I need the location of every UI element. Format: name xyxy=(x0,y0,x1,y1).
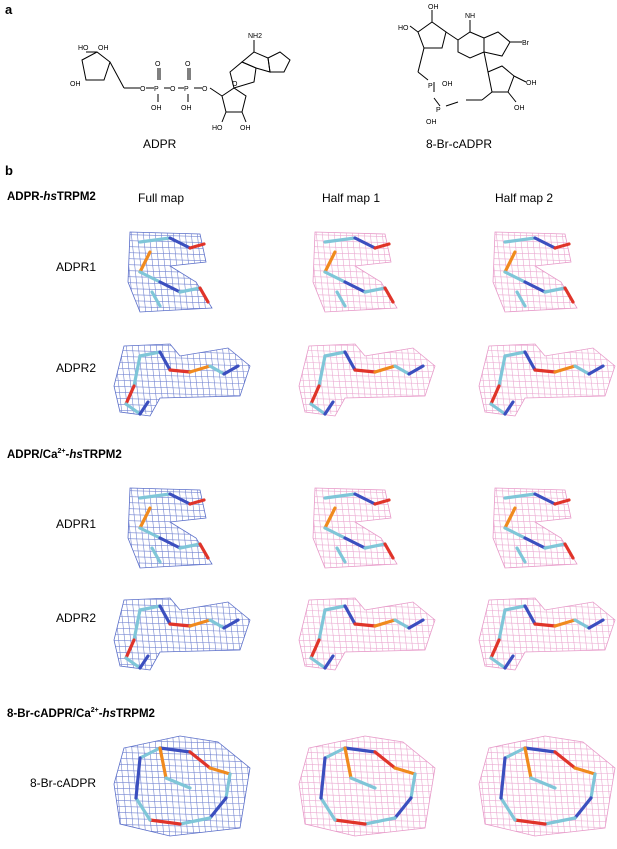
group-title-adpr-ca-hstrpm2: ADPR/Ca2+-hsTRPM2 xyxy=(7,448,122,461)
oh-label-4: OH xyxy=(181,105,192,112)
density-map-half-map-2-row-2 xyxy=(478,343,616,417)
panel-a-label: a xyxy=(5,2,13,17)
br-label: Br xyxy=(522,40,530,47)
panel-b-label: b xyxy=(5,163,13,178)
group-title-8-br-cadpr-ca-hstrpm2: 8-Br-cADPR/Ca2+-hsTRPM2 xyxy=(7,707,155,720)
adpr-name: ADPR xyxy=(143,137,177,151)
o-label-2: O xyxy=(155,61,161,68)
ho-label-2: HO xyxy=(212,125,223,132)
oh-label-5: OH xyxy=(240,125,251,132)
column-header-half-map-2: Half map 2 xyxy=(495,191,554,205)
density-map-half-map-1-row-3 xyxy=(312,487,398,569)
density-map-full-map-row-2 xyxy=(113,343,251,417)
oh-label-10: OH xyxy=(426,119,437,126)
o-label-3: O xyxy=(170,86,176,93)
density-map-half-map-1-row-1 xyxy=(312,231,398,313)
p-label-3: P xyxy=(428,83,433,90)
p-label: P xyxy=(154,86,159,93)
adpr-structure: HO OH OH O P O OH O P O OH O O HO OH NH2 xyxy=(70,33,291,132)
density-map-full-map-row-1 xyxy=(127,231,213,313)
density-map-half-map-2-row-3 xyxy=(492,487,578,569)
row-label-8-br-cadpr: 8-Br-cADPR xyxy=(30,776,97,790)
oh-label-3: OH xyxy=(151,105,162,112)
oh-label-9: OH xyxy=(442,81,453,88)
row-label-adpr1-ca: ADPR1 xyxy=(56,517,97,531)
o-label: O xyxy=(140,86,146,93)
ho-label-3: HO xyxy=(398,25,409,32)
oh-label-2: OH xyxy=(70,81,81,88)
density-map-full-map-row-3 xyxy=(127,487,213,569)
p-label-4: P xyxy=(436,107,441,114)
column-header-half-map-1: Half map 1 xyxy=(322,191,381,205)
oh-label-7: OH xyxy=(526,80,537,87)
density-map-half-map-2-row-4 xyxy=(478,597,616,671)
density-map-half-map-1-row-4 xyxy=(298,597,436,671)
o-label-5: O xyxy=(202,86,208,93)
density-map-half-map-2-row-1 xyxy=(492,231,578,313)
density-map-half-map-1-row-5 xyxy=(298,735,436,837)
nh-label: NH xyxy=(465,13,475,20)
density-map-full-map-row-5 xyxy=(113,735,251,837)
row-label-adpr2: ADPR2 xyxy=(56,361,97,375)
8-br-cadpr-name: 8-Br-cADPR xyxy=(426,137,493,151)
8-br-cadpr-structure: OH HO NH Br OH OH P OH P OH xyxy=(398,4,537,126)
density-map-full-map-row-4 xyxy=(113,597,251,671)
column-header-full-map: Full map xyxy=(138,191,185,205)
nh2-label: NH2 xyxy=(248,33,262,40)
ho-label: HO xyxy=(78,45,89,52)
density-map-half-map-1-row-2 xyxy=(298,343,436,417)
oh-label-8: OH xyxy=(514,105,525,112)
p-label-2: P xyxy=(184,86,189,93)
density-map-half-map-2-row-5 xyxy=(478,735,616,837)
row-label-adpr1: ADPR1 xyxy=(56,260,97,274)
oh-label: OH xyxy=(98,45,109,52)
group-title-adpr-hstrpm2: ADPR-hsTRPM2 xyxy=(7,191,96,203)
oh-label-6: OH xyxy=(428,4,439,11)
o-label-4: O xyxy=(185,61,191,68)
row-label-adpr2-ca: ADPR2 xyxy=(56,611,97,625)
o-label-6: O xyxy=(232,81,238,88)
